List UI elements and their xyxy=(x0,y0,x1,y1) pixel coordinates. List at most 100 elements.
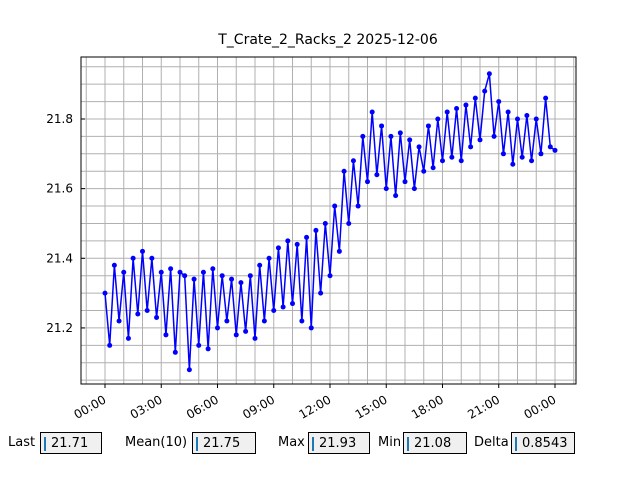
data-point xyxy=(482,88,488,94)
data-point xyxy=(510,161,516,167)
x-tick-label: 21:00 xyxy=(465,392,502,421)
data-point xyxy=(425,123,431,129)
data-point xyxy=(196,342,202,348)
data-point xyxy=(458,158,464,164)
data-point xyxy=(533,116,539,122)
data-point xyxy=(229,276,235,282)
data-point xyxy=(125,335,131,341)
x-tick-label: 06:00 xyxy=(184,392,221,421)
stat-field[interactable]: 21.71 xyxy=(40,432,102,454)
data-point xyxy=(271,308,277,314)
y-tick-label: 21.6 xyxy=(46,182,73,196)
data-point xyxy=(332,203,338,209)
data-point xyxy=(449,154,455,160)
data-point xyxy=(116,318,122,324)
data-point xyxy=(144,308,150,314)
data-point xyxy=(233,332,239,338)
data-point xyxy=(252,335,258,341)
data-point xyxy=(374,172,380,178)
data-point xyxy=(486,71,492,77)
data-point xyxy=(463,102,469,108)
data-point xyxy=(285,238,291,244)
data-point xyxy=(547,144,553,150)
data-point xyxy=(140,248,145,254)
stat-field[interactable]: 21.93 xyxy=(308,432,370,454)
data-point xyxy=(360,133,366,139)
data-point xyxy=(290,301,295,307)
data-point xyxy=(365,179,370,185)
data-point xyxy=(435,116,441,122)
data-point xyxy=(444,109,450,115)
data-point xyxy=(421,168,427,174)
data-point xyxy=(191,276,197,282)
data-point xyxy=(327,273,333,279)
data-point xyxy=(205,346,211,352)
data-point xyxy=(210,266,216,272)
data-point xyxy=(383,186,389,192)
data-point xyxy=(172,349,178,355)
data-point xyxy=(496,99,502,105)
data-point xyxy=(219,273,225,279)
data-point xyxy=(407,137,413,143)
stat-field[interactable]: 21.08 xyxy=(403,432,467,454)
data-point xyxy=(168,266,174,272)
data-point xyxy=(416,144,422,150)
x-tick-label: 00:00 xyxy=(72,392,109,421)
data-point xyxy=(440,158,445,164)
data-point xyxy=(538,151,544,157)
data-point xyxy=(430,165,436,171)
data-point xyxy=(500,151,506,157)
data-point xyxy=(402,179,408,185)
data-point xyxy=(107,342,113,348)
data-point xyxy=(519,154,525,160)
x-tick-label: 18:00 xyxy=(409,392,446,421)
x-tick-label: 12:00 xyxy=(297,392,334,421)
stat-field[interactable]: 21.75 xyxy=(192,432,256,454)
data-point xyxy=(477,137,483,143)
data-point xyxy=(350,158,356,164)
data-point xyxy=(163,332,169,338)
x-tick-label: 00:00 xyxy=(522,392,559,421)
x-tick-label: 15:00 xyxy=(353,392,390,421)
data-point xyxy=(411,186,417,192)
data-point xyxy=(369,109,375,115)
data-point xyxy=(257,262,263,268)
data-point xyxy=(379,123,385,129)
data-point xyxy=(280,304,286,310)
data-point xyxy=(322,220,328,226)
x-tick-label: 03:00 xyxy=(128,392,165,421)
data-point xyxy=(552,147,558,153)
data-point xyxy=(468,144,474,150)
data-point xyxy=(397,130,403,136)
data-point xyxy=(524,113,530,119)
data-point xyxy=(308,325,314,331)
stat-label: Max xyxy=(278,435,305,450)
x-tick-label: 09:00 xyxy=(240,392,277,421)
data-point xyxy=(299,318,305,324)
data-point xyxy=(154,314,160,320)
data-point xyxy=(224,318,230,324)
data-point xyxy=(355,203,361,209)
stat-label: Last xyxy=(8,435,36,450)
data-point xyxy=(121,269,127,275)
data-point xyxy=(177,269,183,275)
data-point xyxy=(543,95,549,101)
data-point xyxy=(158,269,164,275)
stat-label: Delta xyxy=(474,435,509,450)
data-point xyxy=(102,290,108,296)
data-point xyxy=(266,255,272,261)
data-point xyxy=(135,311,141,317)
data-point xyxy=(149,255,155,261)
data-point xyxy=(186,367,192,373)
data-point xyxy=(346,220,352,226)
data-point xyxy=(215,325,220,331)
data-point xyxy=(505,109,511,115)
data-point xyxy=(200,269,206,275)
data-point xyxy=(515,116,520,122)
data-point xyxy=(304,234,310,240)
data-point xyxy=(454,106,460,112)
stat-field[interactable]: 0.8543 xyxy=(511,432,575,454)
data-point xyxy=(247,273,253,279)
data-point xyxy=(318,290,324,296)
